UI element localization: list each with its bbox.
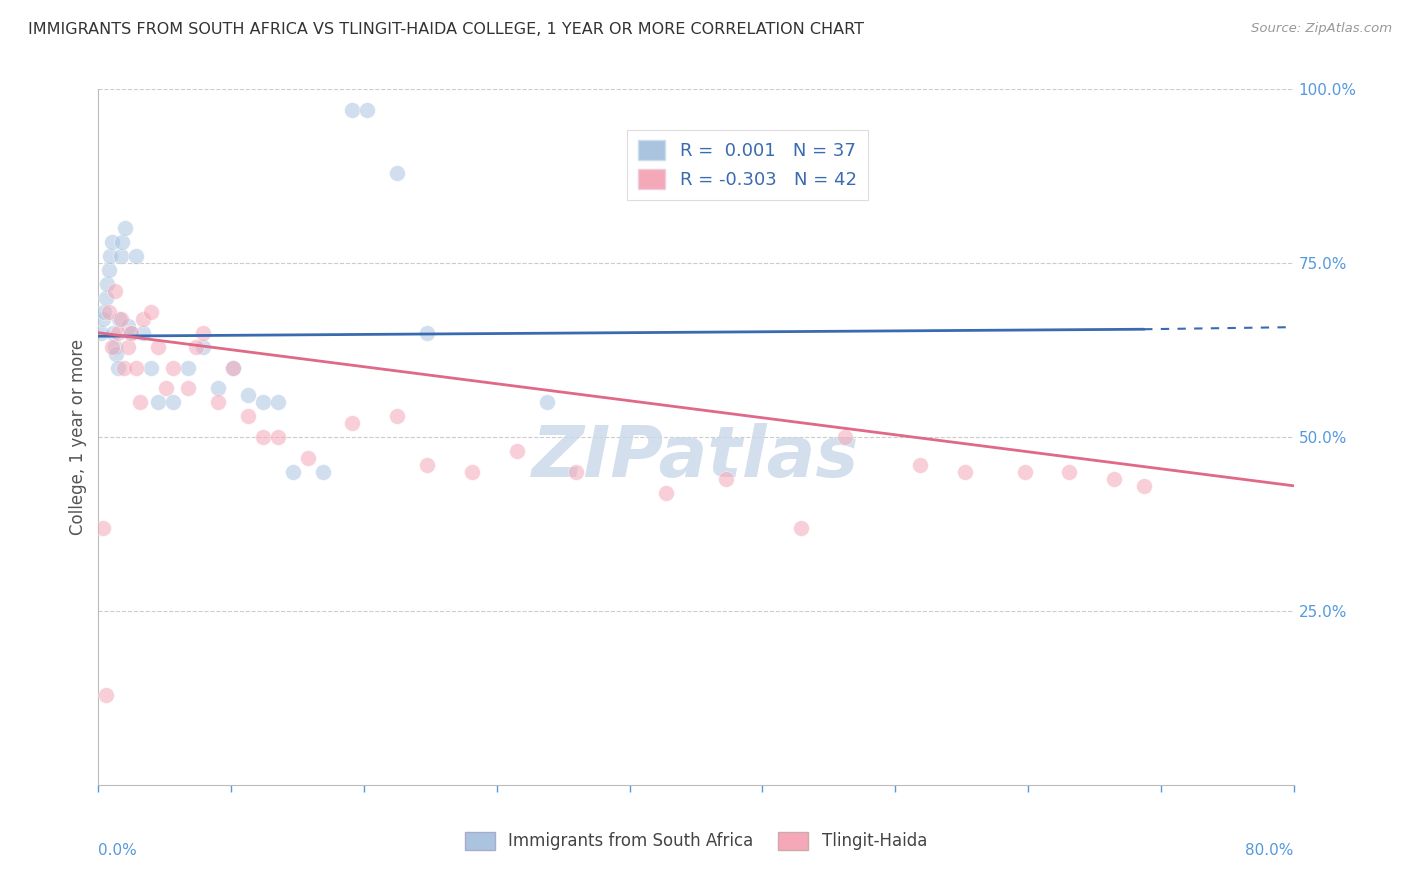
- Point: [252, 430, 274, 444]
- Point: [236, 409, 259, 424]
- Point: [536, 395, 558, 409]
- Point: [177, 360, 200, 375]
- Point: [155, 381, 177, 395]
- Text: Source: ZipAtlas.com: Source: ZipAtlas.com: [1251, 22, 1392, 36]
- Point: [90, 326, 112, 340]
- Point: [101, 340, 124, 354]
- Point: [506, 444, 529, 458]
- Point: [132, 326, 155, 340]
- Point: [311, 465, 333, 479]
- Point: [236, 388, 259, 402]
- Point: [385, 409, 409, 424]
- Text: IMMIGRANTS FROM SOUTH AFRICA VS TLINGIT-HAIDA COLLEGE, 1 YEAR OR MORE CORRELATIO: IMMIGRANTS FROM SOUTH AFRICA VS TLINGIT-…: [28, 22, 865, 37]
- Point: [125, 249, 148, 263]
- Point: [94, 688, 117, 702]
- Point: [342, 416, 364, 430]
- Point: [139, 360, 162, 375]
- Point: [132, 311, 155, 326]
- Point: [207, 395, 229, 409]
- Point: [101, 235, 124, 250]
- Point: [110, 249, 132, 263]
- Point: [110, 311, 132, 326]
- Point: [103, 326, 125, 340]
- Point: [416, 326, 439, 340]
- Point: [162, 395, 184, 409]
- Point: [94, 291, 117, 305]
- Point: [93, 305, 115, 319]
- Point: [107, 360, 129, 375]
- Point: [461, 465, 484, 479]
- Point: [91, 311, 114, 326]
- Point: [1059, 465, 1081, 479]
- Point: [184, 340, 207, 354]
- Point: [1133, 479, 1156, 493]
- Point: [222, 360, 245, 375]
- Point: [714, 472, 737, 486]
- Text: 0.0%: 0.0%: [98, 843, 138, 858]
- Point: [356, 103, 378, 117]
- Legend: R =  0.001   N = 37, R = -0.303   N = 42: R = 0.001 N = 37, R = -0.303 N = 42: [627, 129, 868, 200]
- Point: [97, 305, 120, 319]
- Point: [117, 340, 139, 354]
- Point: [97, 263, 120, 277]
- Point: [1014, 465, 1036, 479]
- Point: [207, 381, 229, 395]
- Y-axis label: College, 1 year or more: College, 1 year or more: [69, 339, 87, 535]
- Point: [120, 326, 142, 340]
- Point: [908, 458, 931, 472]
- Point: [416, 458, 439, 472]
- Point: [114, 221, 136, 235]
- Point: [117, 318, 139, 333]
- Point: [91, 520, 114, 534]
- Point: [98, 249, 122, 263]
- Point: [148, 340, 170, 354]
- Point: [111, 235, 134, 250]
- Point: [655, 485, 678, 500]
- Point: [107, 326, 129, 340]
- Point: [252, 395, 274, 409]
- Point: [342, 103, 364, 117]
- Point: [112, 360, 135, 375]
- Point: [148, 395, 170, 409]
- Point: [120, 326, 142, 340]
- Point: [191, 340, 214, 354]
- Point: [139, 305, 162, 319]
- Point: [129, 395, 152, 409]
- Point: [191, 326, 214, 340]
- Point: [385, 166, 409, 180]
- Point: [281, 465, 304, 479]
- Point: [789, 520, 811, 534]
- Legend: Immigrants from South Africa, Tlingit-Haida: Immigrants from South Africa, Tlingit-Ha…: [458, 825, 934, 857]
- Point: [125, 360, 148, 375]
- Text: ZIPatlas: ZIPatlas: [533, 424, 859, 492]
- Point: [267, 395, 290, 409]
- Point: [162, 360, 184, 375]
- Point: [834, 430, 856, 444]
- Point: [267, 430, 290, 444]
- Point: [222, 360, 245, 375]
- Point: [104, 340, 127, 354]
- Point: [953, 465, 976, 479]
- Point: [1104, 472, 1126, 486]
- Text: 80.0%: 80.0%: [1246, 843, 1294, 858]
- Point: [104, 284, 127, 298]
- Point: [96, 277, 118, 291]
- Point: [297, 450, 319, 465]
- Point: [177, 381, 200, 395]
- Point: [105, 346, 128, 360]
- Point: [565, 465, 588, 479]
- Point: [108, 311, 131, 326]
